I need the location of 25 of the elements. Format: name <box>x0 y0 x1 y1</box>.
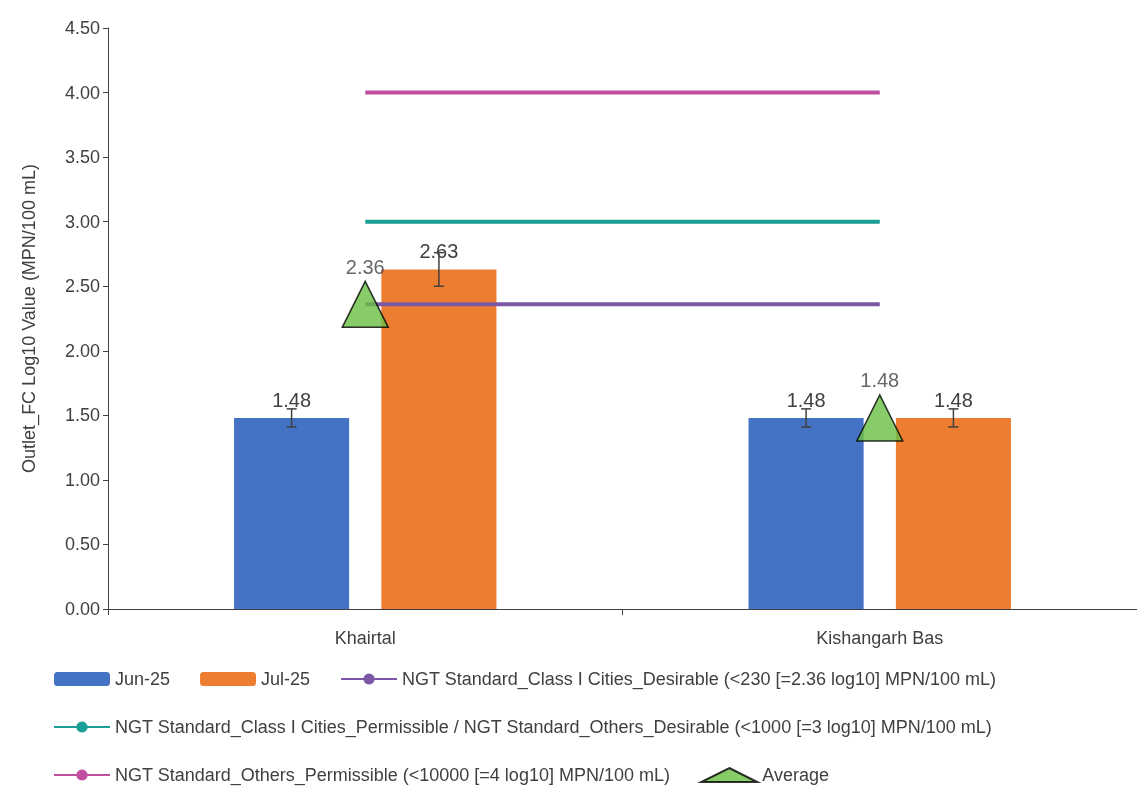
legend-label: Jul-25 <box>261 669 311 689</box>
y-axis-title: Outlet_FC Log10 Value (MPN/100 mL) <box>19 164 40 473</box>
legend-label: Jun-25 <box>115 669 171 689</box>
y-tick-label: 4.50 <box>64 18 100 38</box>
y-tick-label: 2.50 <box>64 276 100 297</box>
y-tick-label: 0.00 <box>64 599 100 619</box>
legend-label: NGT Standard_Others_Permissible (<10000 [=4 log10] MPN/100 mL) <box>115 765 670 786</box>
data-label: 1.48 <box>786 388 826 411</box>
data-label: 2.63 <box>419 240 459 263</box>
y-tick-label: 0.50 <box>64 534 100 555</box>
x-tick-label: Khairtal <box>334 628 396 648</box>
y-tick-label: 1.50 <box>64 405 100 426</box>
data-label: 1.48 <box>933 388 973 411</box>
x-tick-label: Kishangarh Bas <box>816 628 944 648</box>
y-tick-label: 3.00 <box>64 211 100 232</box>
y-tick-label: 1.00 <box>64 469 100 490</box>
legend-label: Average <box>762 765 829 785</box>
data-label: 1.48 <box>272 388 312 411</box>
data-label: 2.36 <box>345 255 385 278</box>
legend-label: NGT Standard_Class I Cities_Permissible / NGT Standard_Others_Desirable (<1000 [=3 log10] MPN/100 mL) <box>115 717 992 738</box>
y-tick-label: 3.50 <box>64 147 100 168</box>
y-tick-label: 2.00 <box>64 340 100 361</box>
y-tick-label: 4.00 <box>64 82 100 103</box>
data-label: 1.48 <box>860 369 900 392</box>
legend-label: NGT Standard_Class I Cities_Desirable (<230 [=2.36 log10] MPN/100 mL) <box>402 669 997 690</box>
